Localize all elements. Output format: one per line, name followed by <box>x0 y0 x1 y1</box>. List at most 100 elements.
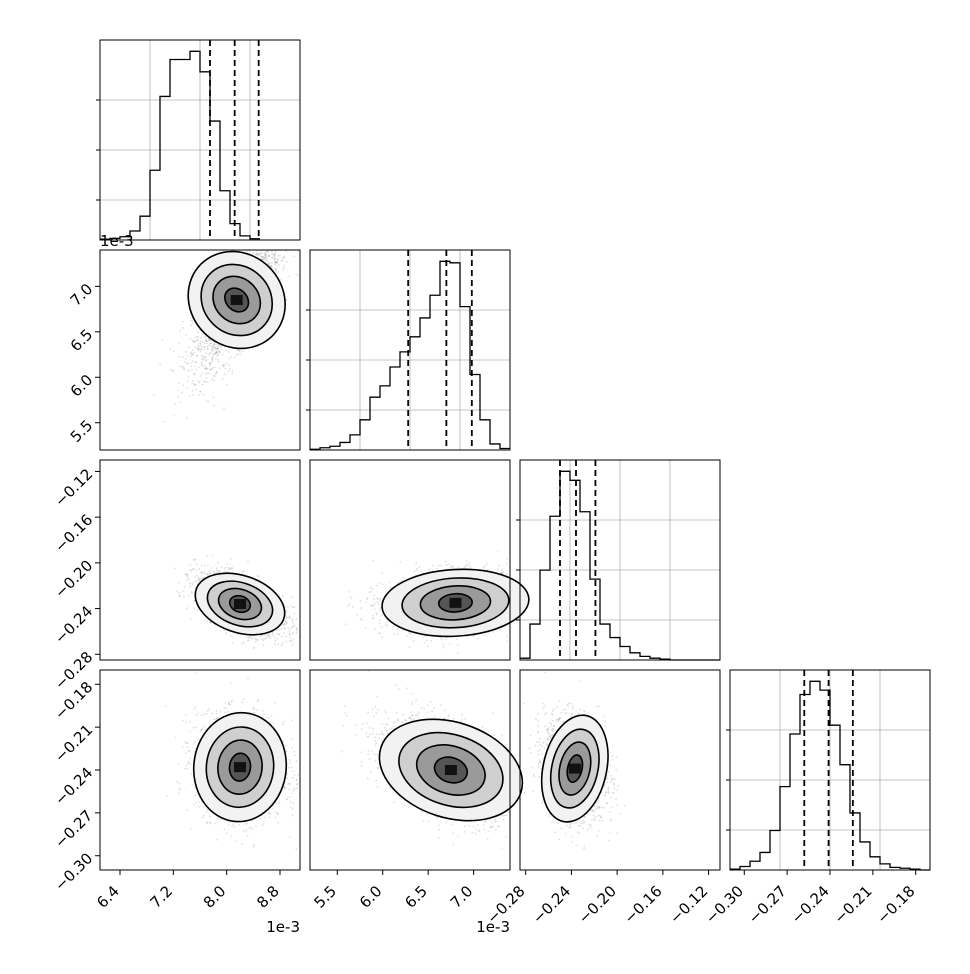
scatter-point <box>360 607 362 609</box>
density-peak <box>234 599 246 609</box>
scatter-point <box>198 577 200 579</box>
scatter-point <box>264 257 266 259</box>
scatter-point <box>193 352 195 354</box>
scatter-point <box>207 565 209 567</box>
scatter-point <box>275 269 277 271</box>
scatter-point <box>189 395 191 397</box>
scatter-point <box>265 635 267 637</box>
scatter-point <box>192 380 194 382</box>
scatter-point <box>213 405 215 407</box>
scatter-point <box>274 640 276 642</box>
scatter-point <box>174 568 176 570</box>
scatter-point <box>237 353 239 355</box>
scatter-point <box>202 341 204 343</box>
y-tick-label: −0.12 <box>51 465 96 510</box>
scatter-point <box>188 346 190 348</box>
scatter-point <box>186 574 188 576</box>
scatter-point <box>170 369 172 371</box>
scatter-point <box>292 606 294 608</box>
scatter-point <box>209 369 211 371</box>
scatter-point <box>225 566 227 568</box>
panel-3: −0.12−0.16−0.20−0.24−0.28 <box>51 460 301 693</box>
scatter-point <box>196 355 198 357</box>
scatter-point <box>268 255 270 257</box>
scatter-point <box>178 390 180 392</box>
scatter-point <box>401 580 403 582</box>
scatter-point <box>194 346 196 348</box>
scatter-point <box>163 421 165 423</box>
scatter-point <box>281 628 283 630</box>
scatter-point <box>291 605 293 607</box>
scatter-point <box>382 583 384 585</box>
scatter-point <box>217 562 219 564</box>
y-tick-label: −0.20 <box>51 556 96 601</box>
scatter-point <box>242 350 244 352</box>
scatter-point <box>217 348 219 350</box>
scatter-point <box>199 578 201 580</box>
scatter-point <box>374 603 376 605</box>
scatter-point <box>188 578 190 580</box>
scatter-point <box>292 618 294 620</box>
scatter-point <box>186 417 188 419</box>
scatter-point <box>269 637 271 639</box>
scatter-point <box>290 637 292 639</box>
scatter-point <box>194 366 196 368</box>
scatter-point <box>212 555 214 557</box>
scatter-point <box>178 592 180 594</box>
scatter-point <box>194 374 196 376</box>
scatter-point <box>457 652 459 654</box>
scatter-point <box>211 567 213 569</box>
scatter-point <box>192 323 194 325</box>
scatter-point <box>198 336 200 338</box>
scatter-point <box>215 358 217 360</box>
scatter-point <box>271 262 273 264</box>
scatter-point <box>286 641 288 643</box>
scatter-point <box>283 633 285 635</box>
scatter-point <box>204 365 206 367</box>
scatter-point <box>501 569 503 571</box>
scatter-point <box>379 609 381 611</box>
scatter-point <box>241 643 243 645</box>
scatter-point <box>266 637 268 639</box>
scatter-point <box>274 253 276 255</box>
scatter-point <box>205 373 207 375</box>
scatter-point <box>265 251 267 253</box>
scatter-point <box>229 368 231 370</box>
scatter-point <box>284 256 286 258</box>
scatter-point <box>178 356 180 358</box>
scatter-point <box>283 267 285 269</box>
scatter-point <box>216 371 218 373</box>
scatter-point <box>445 561 447 563</box>
scatter-point <box>203 571 205 573</box>
scatter-point <box>277 262 279 264</box>
scatter-point <box>288 617 290 619</box>
scatter-point <box>212 350 214 352</box>
scatter-point <box>203 349 205 351</box>
scatter-point <box>281 644 283 646</box>
scatter-point <box>192 354 194 356</box>
scatter-point <box>202 577 204 579</box>
scatter-point <box>196 575 198 577</box>
scatter-point <box>272 253 274 255</box>
scatter-point <box>289 628 291 630</box>
scatter-point <box>456 639 458 641</box>
scatter-point <box>186 355 188 357</box>
scatter-point <box>291 620 293 622</box>
scatter-point <box>250 636 252 638</box>
scatter-point <box>293 638 295 640</box>
scatter-point <box>196 580 198 582</box>
scatter-point <box>274 258 276 260</box>
scatter-point <box>208 344 210 346</box>
scatter-point <box>200 337 202 339</box>
scatter-point <box>195 362 197 364</box>
scatter-point <box>198 394 200 396</box>
scatter-point <box>172 370 174 372</box>
scatter-point <box>285 621 287 623</box>
scatter-point <box>213 397 215 399</box>
scatter-point <box>427 645 429 647</box>
scatter-point <box>502 571 504 573</box>
scatter-point <box>190 320 192 322</box>
scatter-point <box>196 609 198 611</box>
scatter-point <box>213 347 215 349</box>
scatter-point <box>227 370 229 372</box>
